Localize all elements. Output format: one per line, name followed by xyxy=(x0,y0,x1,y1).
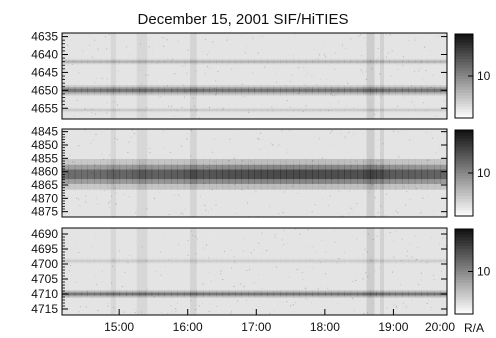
panel-2-colorbar xyxy=(454,129,474,217)
panel-1-streak xyxy=(366,33,375,119)
panel-2-image xyxy=(62,129,448,218)
panel-3-emission-line-2 xyxy=(62,260,448,262)
colorbar-unit-label: R/A xyxy=(464,321,484,335)
panel-1-y-ticks: 4635 4640 4645 4650 4655 xyxy=(31,30,447,115)
panel-3-emission-line-1 xyxy=(62,290,448,298)
y-tick-label: 4715 xyxy=(31,302,58,316)
y-tick-label: 4650 xyxy=(31,83,58,97)
panel-3-colorbar-tick-label: 10 xyxy=(477,265,491,279)
y-tick-label: 4700 xyxy=(31,257,58,271)
panel-3-streak xyxy=(190,228,197,315)
panel-2-emission-line-1 xyxy=(62,158,448,190)
panel-2-streak xyxy=(190,129,197,217)
y-tick-label: 4875 xyxy=(31,205,58,219)
panel-1-colorbar-tick-label: 10 xyxy=(477,69,491,83)
y-tick-label: 4865 xyxy=(31,178,58,192)
panel-3-noise xyxy=(62,228,447,316)
panel-3-colorbar xyxy=(454,228,474,315)
panel-2-streak xyxy=(136,129,148,217)
panel-2-streak xyxy=(380,129,384,217)
panel-3-streak xyxy=(366,228,375,315)
panel-1-emission-line-2 xyxy=(62,58,448,65)
chart-title: December 15, 2001 SIF/HiTIES xyxy=(138,11,349,28)
y-tick-label: 4645 xyxy=(31,65,58,79)
x-tick-label: 20:00 xyxy=(425,320,455,334)
x-axis-ticks: 15:00 16:00 17:00 18:00 19:00 20:00 xyxy=(104,309,455,334)
panel-1-emission-line-3 xyxy=(62,108,448,112)
y-tick-label: 4855 xyxy=(31,151,58,165)
y-tick-label: 4710 xyxy=(31,287,58,301)
y-tick-label: 4695 xyxy=(31,242,58,256)
panel-1-emission-line-1 xyxy=(62,85,448,96)
panel-1-image xyxy=(62,33,448,120)
panel-3-image xyxy=(62,228,448,316)
panel-2-streak xyxy=(366,129,375,217)
panel-3-streak xyxy=(136,228,148,315)
panel-1: 4635 4640 4645 4650 4655 10 xyxy=(31,30,491,120)
panel-3-streak xyxy=(110,228,117,315)
y-tick-label: 4705 xyxy=(31,272,58,286)
panel-2-colorbar-tick-label: 10 xyxy=(477,166,491,180)
y-tick-label: 4850 xyxy=(31,138,58,152)
panel-2-streak xyxy=(110,129,117,217)
panel-3-streak xyxy=(380,228,384,315)
panel-1-noise xyxy=(62,33,448,120)
x-tick-label: 19:00 xyxy=(378,320,408,334)
panel-1-streak xyxy=(136,33,148,119)
x-tick-label: 17:00 xyxy=(241,320,271,334)
panel-1-streak xyxy=(190,33,197,119)
y-tick-label: 4870 xyxy=(31,191,58,205)
x-tick-label: 15:00 xyxy=(104,320,134,334)
y-tick-label: 4690 xyxy=(31,227,58,241)
y-tick-label: 4860 xyxy=(31,165,58,179)
y-tick-label: 4845 xyxy=(31,125,58,139)
y-tick-label: 4635 xyxy=(31,30,58,44)
x-tick-label: 18:00 xyxy=(310,320,340,334)
panel-2-noise xyxy=(62,129,448,218)
y-tick-label: 4655 xyxy=(31,101,58,115)
y-tick-label: 4640 xyxy=(31,48,58,62)
panel-3-background xyxy=(62,228,447,315)
panel-1-streak xyxy=(110,33,117,119)
panel-1-colorbar xyxy=(454,33,474,119)
panel-2-frame xyxy=(61,128,448,218)
panel-1-background xyxy=(62,33,447,119)
panel-1-streak xyxy=(380,33,384,119)
panel-3-frame xyxy=(61,227,448,316)
x-tick-label: 16:00 xyxy=(173,320,203,334)
